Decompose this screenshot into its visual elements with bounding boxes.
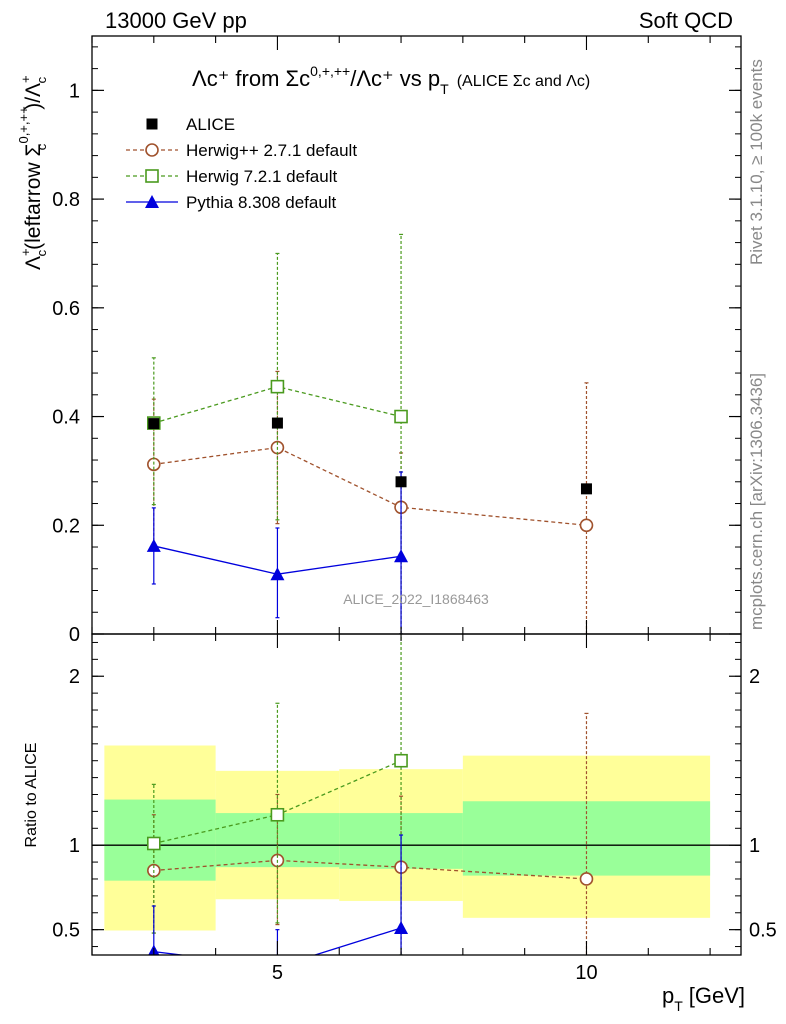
data-point-marker	[145, 169, 159, 183]
header-right-label: Soft QCD	[639, 8, 733, 33]
data-point-marker	[579, 872, 594, 886]
data-point-marker	[394, 409, 408, 424]
data-point-marker	[270, 567, 285, 581]
rivet-version-label: Rivet 3.1.10, ≥ 100k events	[747, 59, 766, 265]
y-tick-label: 0.5	[52, 920, 80, 942]
data-point-marker	[146, 538, 161, 552]
title-superscript: 0,+,++	[310, 63, 350, 79]
title-subscript: T	[440, 81, 449, 97]
data-point-marker	[394, 753, 408, 768]
main-series-layer	[146, 233, 594, 634]
y-tick-label: 0.4	[52, 407, 80, 429]
legend-item: Herwig 7.2.1 default	[126, 167, 337, 186]
x-tick-label: 5	[272, 962, 283, 984]
legend-label: Herwig 7.2.1 default	[186, 167, 337, 186]
series-line	[153, 927, 402, 955]
y-tick-label-right: 1	[749, 835, 760, 857]
data-point-marker	[145, 143, 159, 157]
series-line	[153, 446, 587, 526]
header-left-label: 13000 GeV pp	[105, 8, 247, 33]
y-tick-label: 0	[69, 624, 80, 646]
xlabel-sub: T	[674, 998, 683, 1014]
data-point-marker	[394, 549, 409, 563]
x-tick-label: 10	[575, 962, 597, 984]
y-tick-label: 0.6	[52, 298, 80, 320]
legend-item: ALICE	[146, 115, 235, 134]
data-point-marker	[270, 379, 285, 394]
ratio-ylabel: Ratio to ALICE	[23, 743, 40, 848]
mcplots-label: mcplots.cern.ch [arXiv:1306.3436]	[747, 373, 766, 630]
legend-item: Pythia 8.308 default	[126, 193, 337, 212]
main-series-group	[146, 233, 594, 634]
legend-label: Pythia 8.308 default	[186, 193, 337, 212]
xlabel-unit: [GeV]	[689, 983, 745, 1008]
data-point-marker	[579, 518, 594, 533]
ylabel-b-sub: c	[34, 143, 49, 150]
ratio-frame: 0.5 0.5 1 1 2 2 5 10	[52, 633, 777, 984]
legend-label: ALICE	[186, 115, 235, 134]
data-point-marker	[146, 118, 158, 130]
data-point-marker	[394, 920, 409, 934]
ylabel-c-sub: c	[34, 76, 49, 83]
ylabel-b: (leftarrow Σ	[22, 144, 45, 250]
data-point-marker	[271, 417, 283, 429]
data-point-marker	[270, 807, 285, 822]
ylabel-a-sub: c	[34, 249, 49, 256]
ylabel-c: )/Λ	[22, 83, 45, 110]
ylabel-a-sup: +	[18, 248, 33, 256]
ratio-band-layer	[92, 745, 741, 931]
data-point-marker	[395, 476, 407, 488]
ylabel-b-sup: 0,+,++	[16, 106, 31, 143]
title-note: (ALICE Σc and Λc)	[457, 73, 591, 90]
data-point-marker	[145, 195, 159, 208]
series-alice	[148, 417, 592, 495]
ylabel-c-sup: +	[18, 75, 33, 83]
data-point-marker	[147, 836, 161, 851]
analysis-watermark: ALICE_2022_I1868463	[343, 591, 489, 607]
title-part-b: /Λc⁺ vs p	[350, 66, 440, 91]
y-tick-label: 2	[69, 666, 80, 688]
y-tick-label: 1	[69, 835, 80, 857]
x-axis-label: pT [GeV]	[662, 983, 745, 1014]
y-tick-label-right: 0.5	[749, 920, 777, 942]
data-point-marker	[580, 483, 592, 495]
main-ylabel: Λ+c(leftarrow Σ0,+,++c)/Λ+c	[16, 75, 49, 270]
ratio-bands-group	[92, 745, 741, 931]
main-title: Λc⁺ from Σc0,+,++/Λc⁺ vs pT (ALICE Σc and…	[192, 63, 590, 97]
legend: ALICE Herwig++ 2.7.1 default Herwig 7.2.1 …	[126, 115, 357, 212]
title-part-a: Λc⁺ from Σc	[192, 66, 310, 91]
ylabel-a: Λ	[22, 256, 45, 270]
legend-label: Herwig++ 2.7.1 default	[186, 141, 357, 160]
data-point-marker	[148, 418, 160, 430]
y-tick-label: 0.2	[52, 515, 80, 537]
series-line	[153, 859, 587, 880]
xlabel-p: p	[662, 983, 674, 1008]
legend-item: Herwig++ 2.7.1 default	[126, 141, 357, 160]
y-tick-label-right: 2	[749, 666, 760, 688]
series-pythia-8-308-default	[146, 471, 409, 634]
y-tick-label: 0.8	[52, 189, 80, 211]
y-tick-label: 1	[69, 80, 80, 102]
